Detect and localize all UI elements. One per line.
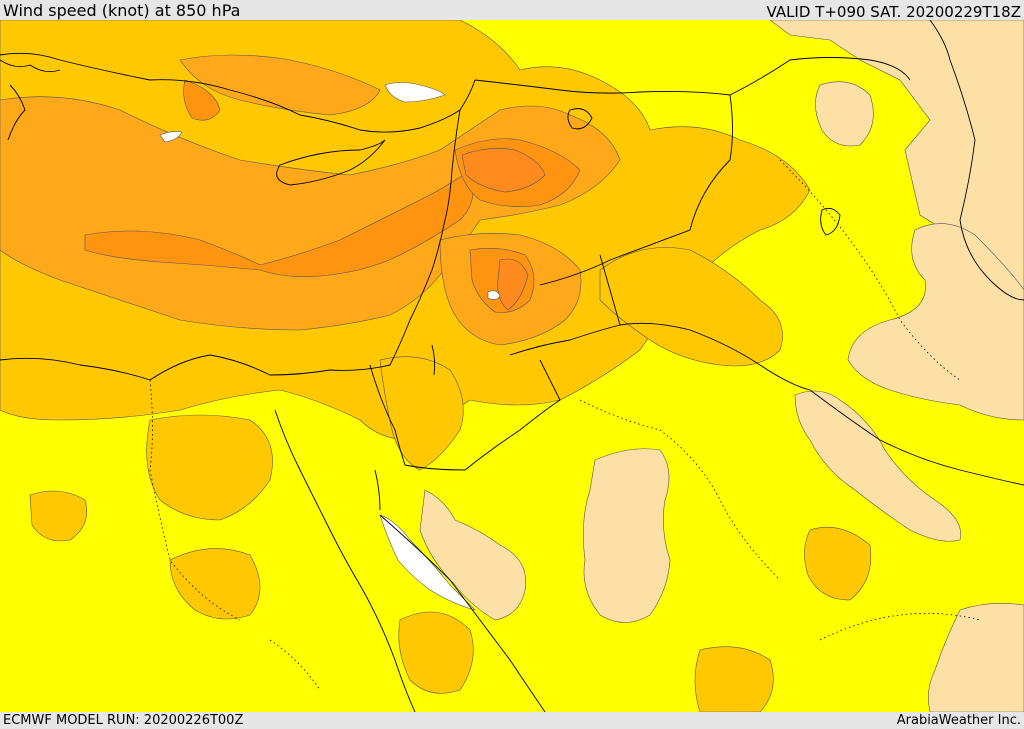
light-area-southeast [794, 390, 962, 542]
valid-time-label: VALID T+090 SAT. 20200229T18Z [766, 3, 1021, 21]
calm-areas [159, 82, 501, 611]
wind-speed-map [0, 20, 1024, 712]
coastline-aegean-islands [0, 59, 61, 73]
internal-boundaries [149, 159, 981, 691]
strong-area-anatolia [179, 54, 381, 116]
coastline-aegean-west [7, 84, 26, 141]
border-iraq-saudi [809, 389, 1024, 486]
coastline-lake-tuz [567, 108, 593, 130]
coastline-turkey-south [0, 52, 476, 133]
light-area-center [583, 448, 671, 623]
stronger-area-cyprus-north [183, 79, 221, 121]
moderate-area-egypt-south [398, 611, 474, 694]
moderate-area-egypt [146, 414, 273, 521]
border-jordan-saudi [509, 322, 811, 391]
map-canvas [0, 20, 1024, 712]
moderate-area-west-small [29, 490, 87, 542]
boundary-saudi-internal [579, 399, 781, 581]
coastline-gulf-of-aqaba [374, 469, 381, 511]
coastline-red-sea-west [359, 584, 416, 712]
coastlines-and-borders [0, 20, 1024, 712]
boundary-egypt-internal [149, 379, 241, 621]
coastline-dead-sea [431, 344, 436, 376]
coastline-gulf-east [929, 20, 1024, 301]
calm-area-red-sea [379, 514, 476, 611]
moderate-area-iraq [599, 247, 783, 367]
border-jordan-iraq [599, 254, 621, 326]
coastline-cyprus [276, 139, 386, 186]
light-area-east [847, 223, 1024, 421]
model-run-label: ECMWF MODEL RUN: 20200226T00Z [3, 713, 244, 728]
footer-bar: ECMWF MODEL RUN: 20200226T00Z ArabiaWeat… [0, 712, 1024, 729]
map-title: Wind speed (knot) at 850 hPa [3, 1, 241, 20]
boundary-saudi-south [819, 612, 981, 641]
moderate-area-levant-south [379, 356, 464, 471]
border-egypt-israel [369, 364, 406, 466]
coastline-egypt-north [0, 354, 391, 381]
light-area-bottom-right [928, 603, 1024, 712]
coastline-gulf-of-suez [274, 409, 361, 586]
border-turkey-syria [474, 57, 911, 96]
strongest-area-levant [461, 148, 546, 193]
border-jordan-south [404, 359, 561, 471]
credit-label: ArabiaWeather Inc. [896, 713, 1021, 728]
calm-area-jordan [487, 290, 501, 300]
header-bar: Wind speed (knot) at 850 hPa VALID T+090… [0, 0, 1024, 20]
calm-area-crete [159, 131, 183, 143]
moderate-area-saudi-south [694, 646, 774, 712]
coastline-levant [389, 109, 461, 366]
moderate-area-saudi-east [804, 526, 872, 601]
light-area-ne-small [815, 81, 874, 147]
coastline-red-sea-east [379, 514, 546, 712]
calm-area-north [384, 82, 446, 103]
coastline-lake-tharthar [820, 207, 841, 236]
border-syria-iraq [539, 94, 733, 286]
moderate-area-sinai-west [169, 548, 261, 620]
stronger-area-jet [84, 169, 474, 277]
